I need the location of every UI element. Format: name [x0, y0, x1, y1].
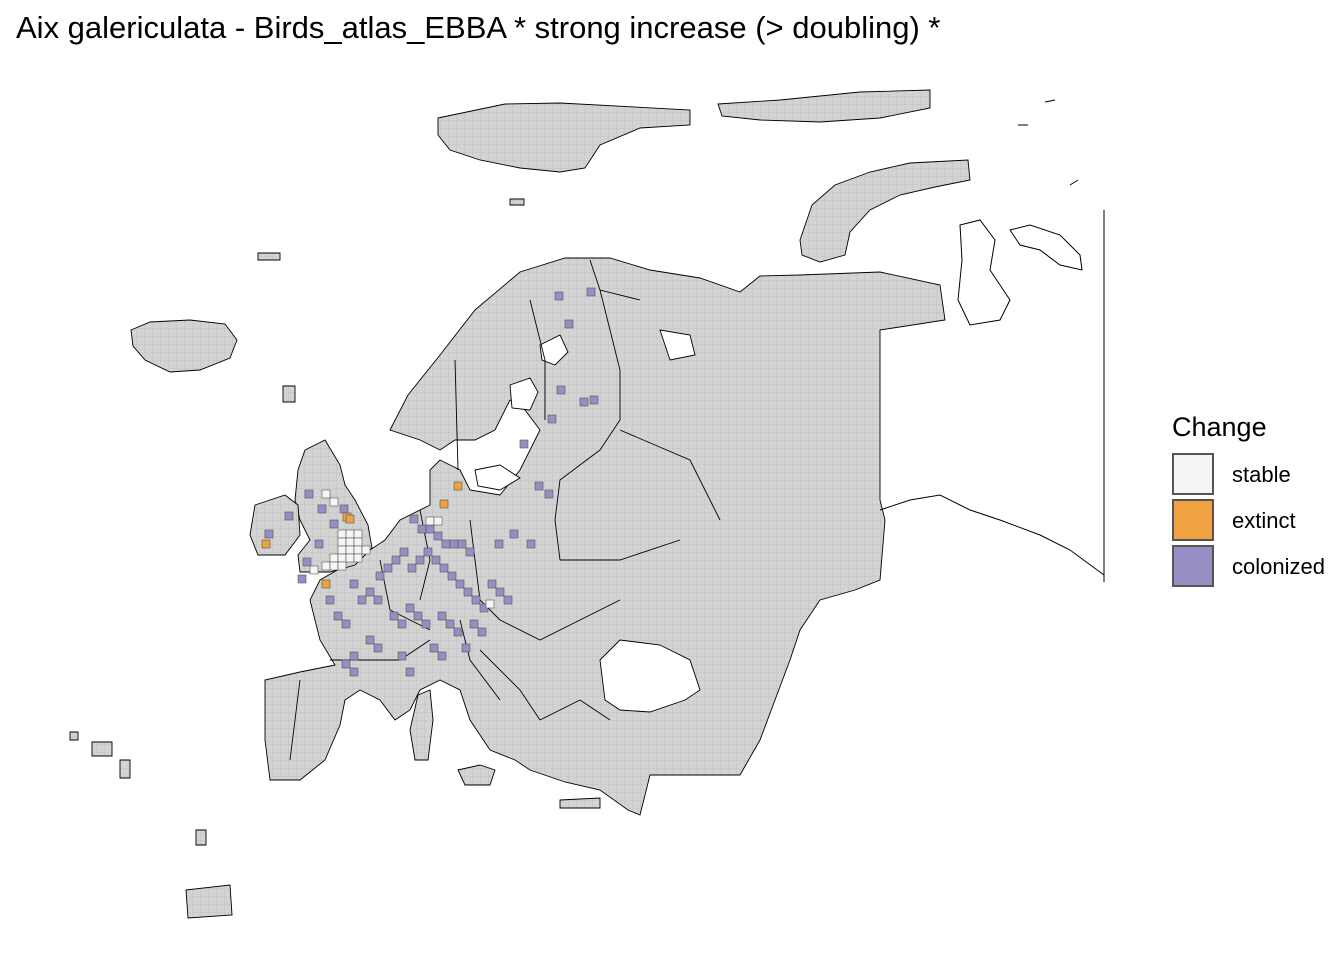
canaries-region [185, 884, 233, 919]
legend-key-stable [1172, 453, 1214, 495]
crete-region [559, 797, 601, 809]
stable-cells [309, 489, 495, 609]
legend-key-extinct [1172, 499, 1214, 541]
faroe-region [282, 385, 296, 403]
legend-label-stable: stable [1232, 462, 1291, 487]
corsica-sardinia-region [409, 689, 434, 761]
legend-label-extinct: extinct [1232, 508, 1296, 533]
iceland-region [130, 319, 238, 373]
sicily-region [457, 764, 496, 786]
atlas-grid-land [69, 89, 971, 919]
legend-title: Change [1172, 412, 1267, 442]
inland-water [474, 329, 696, 491]
azores-region [91, 741, 113, 757]
ireland-region [249, 494, 301, 556]
arctic-coastlines [879, 99, 1105, 582]
colonized-cells [264, 287, 599, 677]
extinct-cells [261, 481, 463, 589]
svalbard-region [437, 102, 691, 173]
legend-key-colonized [1172, 545, 1214, 587]
novaya-zemlya-region [799, 159, 971, 263]
continent-region [264, 257, 946, 816]
map-title: Aix galericulata - Birds_atlas_EBBA * st… [16, 10, 941, 45]
map-legend: Change stable extinct colonized [1172, 412, 1325, 591]
legend-item-extinct: extinct [1172, 499, 1296, 545]
franz-josef-region [717, 89, 931, 123]
black-sea [599, 639, 701, 713]
legend-item-colonized: colonized [1172, 545, 1325, 591]
legend-item-stable: stable [1172, 453, 1291, 499]
legend-label-colonized: colonized [1232, 554, 1325, 579]
